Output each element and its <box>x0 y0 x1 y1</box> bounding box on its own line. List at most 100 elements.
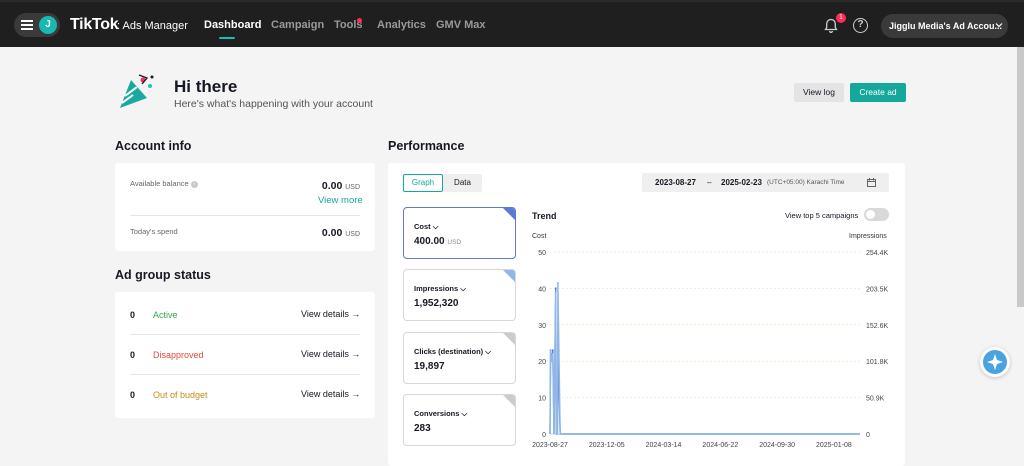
left-axis-title: Cost <box>532 233 547 240</box>
top-navbar: J TikTok : Ads Manager Dashboard Campaig… <box>0 0 1024 47</box>
x-tick-label: 2023-12-05 <box>589 442 625 449</box>
y-right-tick-label: 50.9K <box>866 396 885 403</box>
tab-gmv-max[interactable]: GMV Max <box>436 19 486 31</box>
date-start: 2023-08-27 <box>655 178 696 187</box>
trend-title: Trend <box>532 211 557 221</box>
x-tick-label: 2024-06-22 <box>702 442 738 449</box>
top5-campaigns-toggle[interactable] <box>864 208 889 221</box>
y-right-tick-label: 101.8K <box>866 359 889 366</box>
performance-title: Performance <box>388 139 465 153</box>
new-dot-badge <box>357 18 362 23</box>
y-right-tick-label: 203.5K <box>866 286 889 293</box>
series-corner-marker <box>503 270 515 282</box>
todays-spend-value: 0.00 USD <box>321 227 360 239</box>
metric-card-cost[interactable]: Cost ⌵ 400.00 USD <box>403 207 516 259</box>
data-point <box>554 287 557 290</box>
info-icon: i <box>190 180 198 188</box>
graph-tab[interactable]: Graph <box>403 174 443 192</box>
y-left-tick-label: 0 <box>542 432 546 439</box>
data-point <box>554 291 557 294</box>
account-switcher[interactable]: Jigglu Media's Ad Accou... <box>881 14 1008 38</box>
top5-campaigns-label: View top 5 campaigns <box>785 211 859 220</box>
active-status-label: Active <box>153 310 178 320</box>
party-popper-icon <box>120 74 154 108</box>
tab-analytics[interactable]: Analytics <box>377 19 426 31</box>
help-icon[interactable]: ? <box>853 18 868 33</box>
tiktok-logo[interactable]: TikTok <box>70 16 119 33</box>
data-point <box>551 352 554 355</box>
series-line-cost <box>549 288 860 435</box>
series-corner-marker <box>503 208 515 220</box>
notification-count-badge: 1 <box>836 13 846 23</box>
series-corner-marker <box>503 395 515 407</box>
y-left-tick-label: 10 <box>538 396 546 403</box>
view-log-button[interactable]: View log <box>794 83 844 102</box>
page-scrollbar[interactable] <box>1017 47 1024 307</box>
series-corner-marker <box>503 333 515 345</box>
metric-card-conversions[interactable]: Conversions ⌵ 283 <box>403 394 516 446</box>
x-tick-label: 2024-03-14 <box>646 442 682 449</box>
avatar: J <box>39 16 57 34</box>
out-of-budget-status-label: Out of budget <box>153 390 208 400</box>
trend-chart: 0 0 10 50.9K 20 101.8K 30 152.6K 40 203.5K 50 254.4… <box>532 250 889 449</box>
metric-label: Impressions ⌵ <box>414 284 466 293</box>
todays-spend-label: Today's spend <box>130 227 178 236</box>
bell-icon[interactable] <box>824 18 838 34</box>
y-left-tick-label: 50 <box>538 250 546 257</box>
x-tick-label: 2024-09-30 <box>759 442 795 449</box>
ads-manager-label: : Ads Manager <box>117 20 188 32</box>
metric-label: Conversions ⌵ <box>414 409 468 418</box>
out-of-budget-count: 0 <box>130 390 136 400</box>
series-line-impressions <box>549 282 860 435</box>
date-range-picker[interactable]: 2023-08-27 – 2025-02-23 (UTC+05:00) Kara… <box>642 173 889 192</box>
data-point <box>550 360 553 363</box>
chevron-down-icon <box>995 23 1003 28</box>
data-point <box>556 282 559 285</box>
view-mode-toggle: Graph Data <box>403 174 482 192</box>
view-more-link[interactable]: View more <box>318 195 363 206</box>
data-tab[interactable]: Data <box>443 174 482 192</box>
y-right-tick-label: 0 <box>866 432 870 439</box>
disapproved-view-details-link[interactable]: View details → <box>301 349 361 359</box>
metric-value: 400.00 USD <box>414 236 462 247</box>
x-tick-label: 2023-08-27 <box>532 442 568 449</box>
create-ad-button[interactable]: Create ad <box>850 83 906 102</box>
y-left-tick-label: 40 <box>538 286 546 293</box>
right-axis-title: Impressions <box>849 233 887 240</box>
date-end: 2025-02-23 <box>721 178 762 187</box>
toggle-knob <box>866 210 875 219</box>
page-subtitle: Here's what's happening with your accoun… <box>174 98 373 110</box>
active-count: 0 <box>130 310 136 320</box>
y-left-tick-label: 30 <box>538 323 546 330</box>
y-right-tick-label: 152.6K <box>866 323 889 330</box>
tab-dashboard[interactable]: Dashboard <box>204 19 262 31</box>
metric-value: 1,952,320 <box>414 298 459 309</box>
menu-toggle-button[interactable]: J <box>14 13 60 37</box>
hamburger-icon <box>21 20 33 30</box>
metric-label: Cost ⌵ <box>414 222 439 231</box>
metric-value: 19,897 <box>414 361 445 372</box>
data-point <box>551 349 554 352</box>
calendar-icon <box>867 178 876 187</box>
metric-card-impressions[interactable]: Impressions ⌵ 1,952,320 <box>403 269 516 321</box>
y-right-tick-label: 254.4K <box>866 250 889 257</box>
available-balance-value: 0.00 USD <box>321 180 360 192</box>
active-view-details-link[interactable]: View details → <box>301 309 361 319</box>
divider <box>130 215 360 216</box>
ad-group-status-title: Ad group status <box>115 268 211 282</box>
disapproved-count: 0 <box>130 350 136 360</box>
metric-card-clicks[interactable]: Clicks (destination) ⌵ 19,897 <box>403 332 516 384</box>
timezone-label: (UTC+05:00) Karachi Time <box>767 179 845 186</box>
active-tab-indicator <box>219 37 235 39</box>
tab-tools[interactable]: Tools <box>334 19 363 31</box>
out-of-budget-view-details-link[interactable]: View details → <box>301 389 361 399</box>
disapproved-status-label: Disapproved <box>153 350 204 360</box>
tab-campaign[interactable]: Campaign <box>271 19 325 31</box>
metric-value: 283 <box>414 423 431 434</box>
assistant-button[interactable] <box>980 347 1010 377</box>
y-left-tick-label: 20 <box>538 359 546 366</box>
date-separator: – <box>707 178 712 187</box>
account-info-title: Account info <box>115 139 192 153</box>
available-balance-label: Available balance i <box>130 179 198 188</box>
ad-group-status-card: 0 Active View details → 0 Disapproved Vi… <box>115 292 375 418</box>
